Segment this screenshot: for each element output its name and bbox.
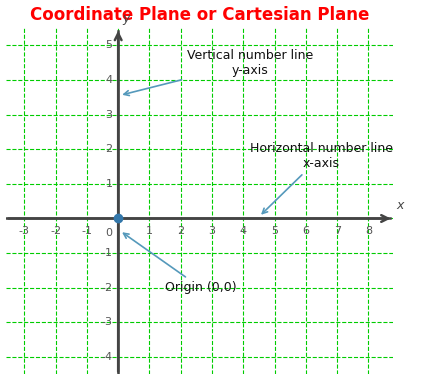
Text: 1: 1 <box>146 226 153 236</box>
Text: 3: 3 <box>208 226 216 236</box>
Text: 3: 3 <box>106 109 112 120</box>
Text: -2: -2 <box>50 226 61 236</box>
Text: -4: -4 <box>101 352 112 362</box>
Text: -1: -1 <box>101 248 112 258</box>
Text: Horizontal number line
x-axis: Horizontal number line x-axis <box>250 142 392 214</box>
Text: x: x <box>396 199 403 212</box>
Text: 8: 8 <box>365 226 372 236</box>
Text: 5: 5 <box>271 226 278 236</box>
Text: Origin (0,0): Origin (0,0) <box>123 233 237 294</box>
Text: 0: 0 <box>106 228 112 238</box>
Text: -3: -3 <box>19 226 30 236</box>
Text: -1: -1 <box>81 226 92 236</box>
Text: 1: 1 <box>106 179 112 189</box>
Text: -2: -2 <box>101 283 112 293</box>
Text: y: y <box>122 12 129 25</box>
Text: Vertical number line
y-axis: Vertical number line y-axis <box>124 49 313 95</box>
Text: 4: 4 <box>240 226 247 236</box>
Text: 6: 6 <box>302 226 309 236</box>
Text: -3: -3 <box>101 317 112 328</box>
Text: 2: 2 <box>177 226 184 236</box>
Text: 5: 5 <box>106 40 112 50</box>
Text: 7: 7 <box>333 226 341 236</box>
Text: 2: 2 <box>105 144 112 154</box>
Title: Coordinate Plane or Cartesian Plane: Coordinate Plane or Cartesian Plane <box>30 6 369 24</box>
Text: 4: 4 <box>105 75 112 85</box>
